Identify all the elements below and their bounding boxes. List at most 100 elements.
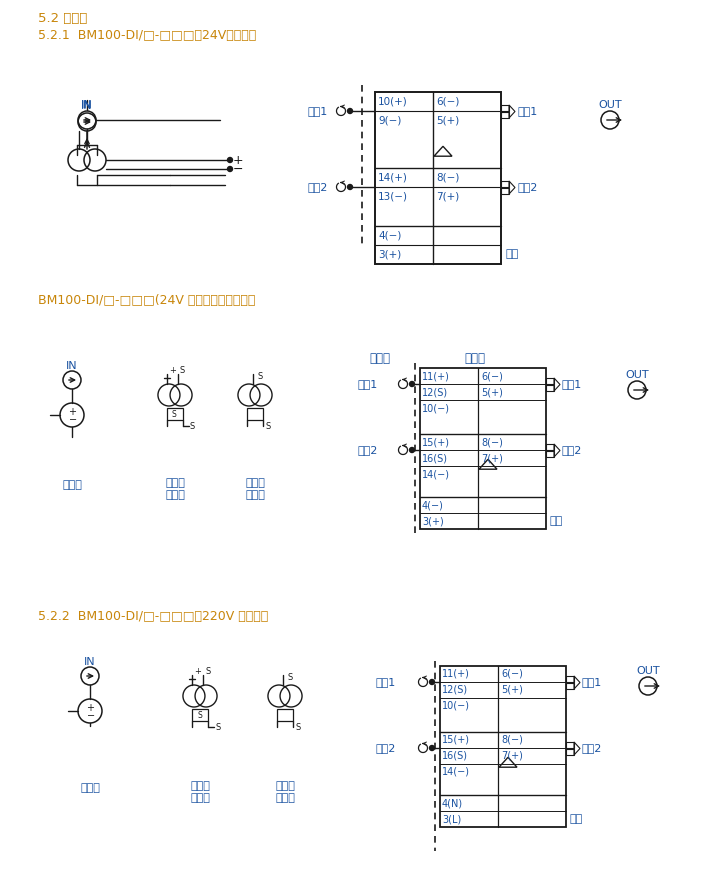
Bar [566,749,574,755]
Text: S: S [205,666,210,676]
Bar [546,385,554,391]
Circle shape [347,185,352,190]
Text: 三线制: 三线制 [190,781,210,791]
Text: 输出1: 输出1 [517,106,538,116]
Text: 二线制: 二线制 [245,478,265,488]
Text: 12(S): 12(S) [442,685,468,695]
Text: S: S [295,723,300,732]
Text: 输八2: 输八2 [308,182,329,192]
Text: 变送器: 变送器 [245,490,265,500]
Text: 输出1: 输出1 [562,379,583,389]
Text: 5(+): 5(+) [436,115,459,125]
Text: −: − [87,711,95,721]
Text: 5(+): 5(+) [481,387,503,397]
Bar [546,444,554,450]
Text: IN: IN [84,657,96,667]
Circle shape [429,679,434,685]
Text: 危险区: 危险区 [369,352,391,364]
Text: −: − [69,415,77,425]
Text: 11(+): 11(+) [442,669,470,679]
Text: 输八1: 输八1 [308,106,328,116]
Text: 变送器: 变送器 [190,793,210,803]
Text: 5.2 接线图: 5.2 接线图 [38,11,88,24]
Text: 13(−): 13(−) [378,191,408,201]
Text: 3(+): 3(+) [378,249,401,259]
Text: 10(−): 10(−) [442,701,470,711]
Text: 7(+): 7(+) [481,453,503,463]
Text: IN: IN [81,101,93,111]
Text: 6(−): 6(−) [481,371,503,381]
Bar [420,368,546,529]
Text: 8(−): 8(−) [436,172,459,182]
Bar [0,40,370,240]
Circle shape [429,746,434,751]
Text: 输八2: 输八2 [375,743,396,753]
Text: 3(+): 3(+) [422,516,443,526]
Circle shape [409,448,414,453]
Text: BM100-DI/□-□□□(24V 供电）：二线制输入: BM100-DI/□-□□□(24V 供电）：二线制输入 [38,294,255,307]
Bar [546,451,554,457]
Text: 16(S): 16(S) [422,453,448,463]
Bar [277,709,293,721]
Text: 8(−): 8(−) [481,437,503,447]
Bar [375,92,501,264]
Text: 4(−): 4(−) [422,500,444,510]
Text: IN: IN [66,361,78,371]
Text: 电源: 电源 [570,814,583,824]
Text: 8(−): 8(−) [501,735,523,745]
Text: +: + [169,366,176,375]
Text: S: S [288,672,293,681]
Text: 7(+): 7(+) [501,751,523,761]
Text: 输出1: 输出1 [582,677,602,687]
Circle shape [347,109,352,113]
Text: S: S [190,422,195,430]
Text: IN: IN [81,100,93,110]
Text: OUT: OUT [636,666,660,676]
Text: +: + [86,703,94,713]
Text: 5.2.1  BM100-DI/□-□□□（24V供电）：: 5.2.1 BM100-DI/□-□□□（24V供电）： [38,29,256,42]
Text: 输八1: 输八1 [375,677,395,687]
Text: 电流源: 电流源 [80,783,100,793]
Text: 4(−): 4(−) [378,230,401,240]
Bar [501,181,509,187]
Text: 15(+): 15(+) [442,735,470,745]
Text: 输出2: 输出2 [582,743,602,753]
Text: 10(+): 10(+) [378,96,408,106]
Text: 输出2: 输出2 [562,445,583,455]
Text: IN: IN [81,100,93,110]
Text: 输八1: 输八1 [357,379,377,389]
Text: 变送器: 变送器 [275,793,295,803]
Text: 6(−): 6(−) [436,96,459,106]
Text: S: S [265,422,270,430]
Text: 电源: 电源 [505,249,518,259]
Text: S: S [258,372,263,381]
Text: S: S [180,366,185,375]
Bar [501,112,509,118]
Circle shape [227,166,232,172]
Text: 16(S): 16(S) [442,751,468,761]
Text: 12(S): 12(S) [422,387,448,397]
Bar [501,188,509,194]
Text: 输八2: 输八2 [357,445,377,455]
Bar [501,105,509,111]
Bar [566,742,574,748]
Text: −: − [233,163,244,175]
Text: 6(−): 6(−) [501,669,523,679]
Text: +: + [68,407,76,417]
Text: S: S [172,409,177,418]
Text: 3(L): 3(L) [442,814,461,824]
Text: 7(+): 7(+) [436,191,459,201]
Text: 电流源: 电流源 [62,480,82,490]
Circle shape [227,158,232,163]
Text: 14(−): 14(−) [422,469,450,479]
Text: 二线制: 二线制 [275,781,295,791]
Text: +: + [194,666,201,676]
Text: 14(+): 14(+) [378,172,408,182]
Bar [546,378,554,384]
Text: 三线制: 三线制 [165,478,185,488]
Text: +: + [233,153,244,166]
Text: S: S [197,711,202,719]
Text: 14(−): 14(−) [442,767,470,777]
Text: 安全区: 安全区 [464,352,486,364]
Text: OUT: OUT [625,370,649,380]
